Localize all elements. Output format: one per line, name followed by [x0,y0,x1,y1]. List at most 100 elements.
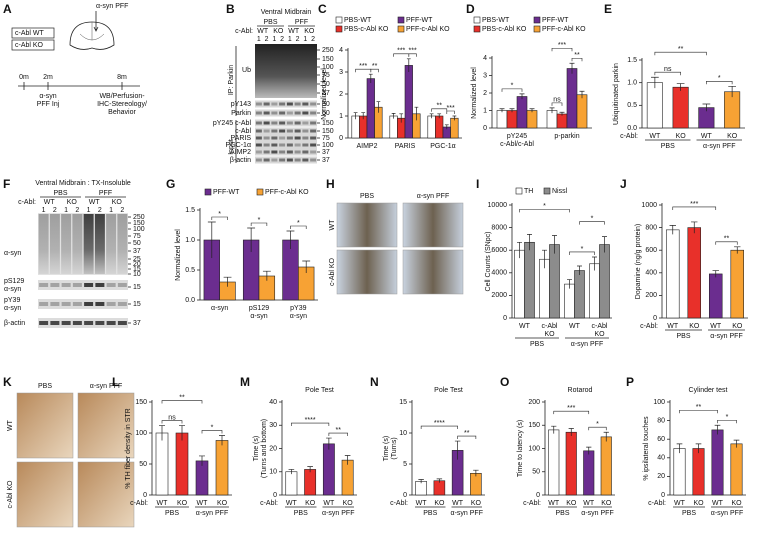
blot-row-label: α-syn [4,286,21,293]
x-tick-label: KO [601,500,612,507]
significance-label: * [258,217,261,224]
x-tick-label: WT [286,500,298,507]
blot-band [279,150,286,154]
bar [341,459,354,496]
y-tick-label: 3 [339,69,343,76]
condition-label: PBS [263,19,277,26]
bar [155,432,169,496]
lane-label: 2 [265,36,269,43]
panel-letter: M [240,375,250,389]
genotype-label: KO [112,199,123,206]
bar [496,110,508,129]
y-tick-label: 4 [339,47,343,54]
lane-label: 1 [87,207,91,214]
bar [599,244,610,319]
column-label: PBS [38,383,52,390]
lane-label: 1 [109,207,113,214]
lane-label: 2 [296,36,300,43]
bar [589,263,600,319]
chart-title: Pole Test [434,387,463,394]
x-tick-label: pY39 [290,305,306,312]
legend-swatch [515,187,523,195]
blot-band [106,302,116,306]
time-label: 8m [117,74,127,81]
bar [516,96,528,129]
blot-band [263,158,270,162]
group-label: c-Abl WT [15,30,45,37]
blot-band [286,158,293,162]
blot-row-label: c-Abl [235,128,251,135]
error-bar [549,107,555,114]
error-bar [454,440,461,460]
lane-label: 1 [64,207,68,214]
mw-marker: 50 [322,101,330,108]
blot-band [302,102,309,106]
blot-band [263,129,270,133]
significance-label: ** [678,46,684,53]
significance-label: * [211,424,214,431]
blot-smear [255,44,317,98]
blot-band [279,136,286,140]
bar [583,450,595,496]
bar [435,115,444,139]
injection-label: α-syn PFF [96,3,128,10]
blot-band [271,136,278,140]
x-tick-label: WT [323,500,335,507]
significance-label: * [726,414,729,421]
x-tick-label: WT [548,500,560,507]
event-label: IHC-Stereology/ [97,101,147,108]
significance-label: ** [574,52,580,59]
significance-label: *** [690,201,698,208]
genotype-prefix: c-Abl: [235,28,253,35]
mw-marker: 250 [322,47,334,54]
mw-marker: 15 [133,301,141,308]
y-axis-label: Normalized level [471,67,478,119]
blot-band [271,143,278,147]
bar [514,249,525,319]
blot-band [263,150,270,154]
group-label: α-syn PFF [571,341,603,348]
genotype-label: WT [257,28,269,35]
blot-row-label: pS129 [4,278,24,285]
error-bar [676,443,683,454]
bar [404,65,413,139]
error-bar [414,106,419,121]
genotype-label: WT [89,199,101,206]
error-bar [542,249,547,269]
blot-header: Ventral Midbrain : TX-Insoluble [35,180,131,187]
blot-band [310,143,317,147]
x-tick-label: WT [712,500,724,507]
micrograph [402,202,464,248]
blot-band [255,136,262,140]
time-label: 0m [19,74,29,81]
legend-label: PFF-WT [213,189,240,196]
significance-bracket [161,400,203,404]
y-tick-label: 50 [139,461,147,468]
blot-strip [38,280,128,290]
blot-strip [255,109,317,117]
significance-bracket [250,222,268,226]
error-bar [262,270,271,281]
error-bar [592,256,597,271]
error-bar [376,101,381,113]
error-bar [179,425,185,441]
x-tick-label: KO [544,331,555,338]
error-bar [429,113,434,119]
legend-label: PBS-WT [344,17,372,24]
mw-marker: 37 [322,157,330,164]
legend-swatch [473,25,481,33]
group-label: PBS [555,510,569,517]
blot-band [50,283,60,287]
y-tick-label: 20 [657,473,665,480]
legend-swatch [533,25,541,33]
bar [215,440,229,496]
blot-strip [38,299,128,309]
blot-header: Ventral Midbrain [261,9,312,16]
mw-marker: 50 [133,240,141,247]
blot-band [271,121,278,125]
blot-band [294,111,301,115]
bar [574,270,585,319]
error-bar [527,234,532,251]
blot-band [294,150,301,154]
blot-band [50,321,60,325]
